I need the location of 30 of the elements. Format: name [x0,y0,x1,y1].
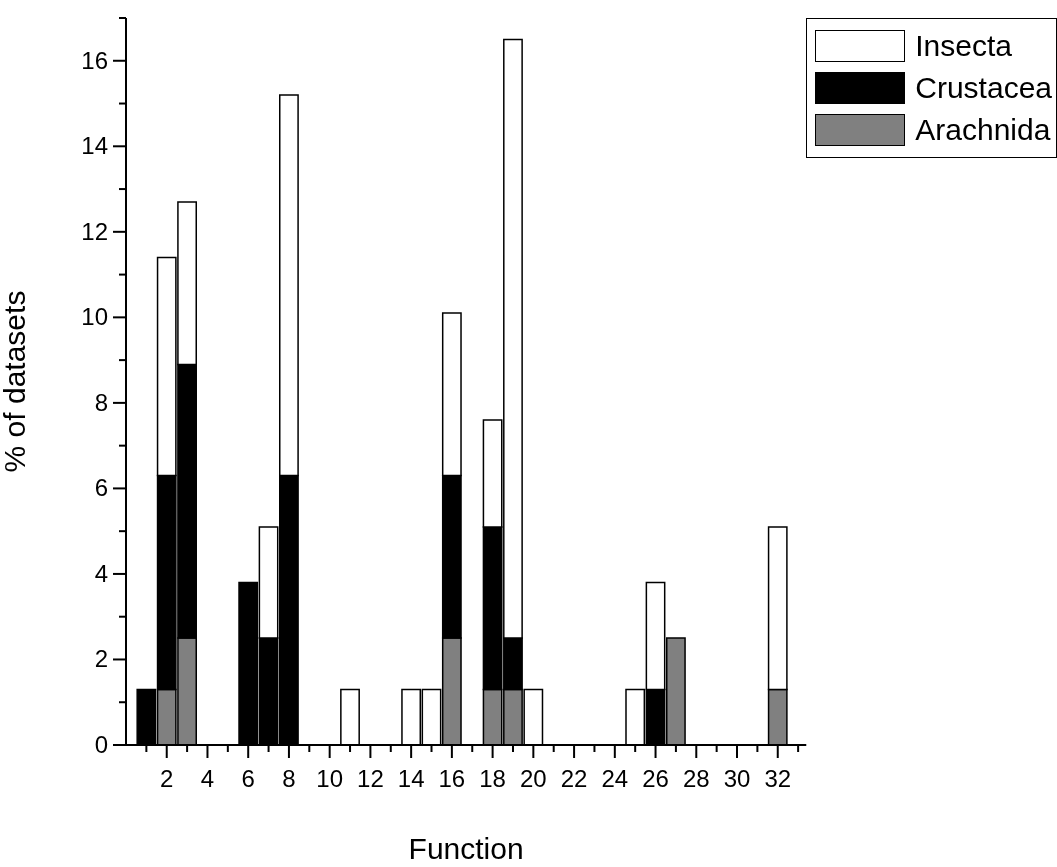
x-tick-label: 6 [241,765,255,792]
x-tick-label: 16 [438,765,466,792]
x-tick-label: 20 [519,765,547,792]
x-axis-title: Function [408,832,524,865]
y-tick-label: 14 [81,132,108,160]
y-tick-label: 0 [94,731,108,758]
y-tick-label: 6 [94,474,108,502]
x-tick-label: 22 [560,765,588,792]
x-tick-label: 2 [160,765,174,792]
x-tick-label: 26 [642,765,669,792]
x-tick-label: 8 [282,765,296,792]
y-tick-label: 8 [94,388,108,416]
x-tick-label: 28 [682,765,710,792]
legend-label: Insecta [915,29,1012,63]
x-tick-label: 14 [397,765,425,792]
x-tick-label: 24 [601,765,629,792]
y-tick-label: 12 [81,217,108,245]
x-tick-label: 32 [764,765,792,792]
y-tick-label: 16 [81,46,108,74]
x-tick-label: 12 [357,765,384,792]
y-axis-title: % of datasets [0,290,31,473]
x-tick-label: 10 [316,765,344,792]
y-tick-label: 4 [94,559,108,587]
legend-label: Crustacea [915,71,1052,105]
y-tick-label: 10 [81,303,108,331]
legend-label: Arachnida [915,113,1051,147]
x-tick-label: 30 [723,765,751,792]
x-tick-label: 4 [200,765,215,792]
x-tick-label: 18 [479,765,506,792]
y-tick-label: 2 [94,645,108,673]
